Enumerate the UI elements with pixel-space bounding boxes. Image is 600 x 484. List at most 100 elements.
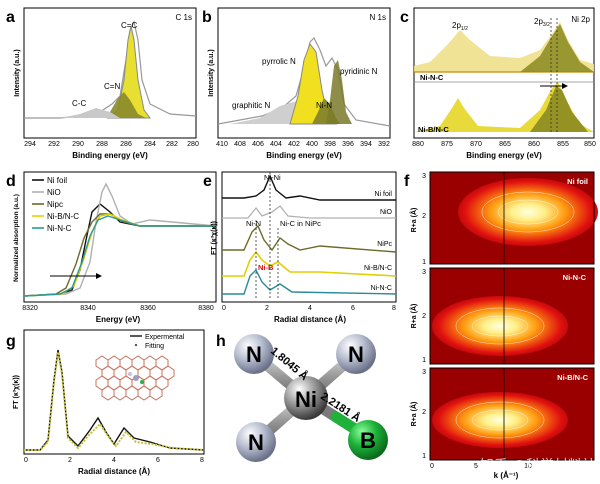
panel-b-tag: N 1s: [370, 13, 386, 22]
svg-text:Ni foil: Ni foil: [374, 191, 392, 198]
panel-c-xlabel: Binding energy (eV): [466, 151, 542, 160]
svg-text:400: 400: [306, 141, 318, 148]
svg-text:865: 865: [499, 141, 511, 148]
panel-f: Ni foil Ni-N-C Ni-B/N-C 3 2 1 3 2 1: [404, 171, 598, 480]
panel-f-xticks: 0 5 10: [430, 463, 532, 470]
panel-b-ticks: 410 408 406 404 402 400 398 396 394 392: [216, 141, 390, 148]
svg-text:406: 406: [252, 141, 264, 148]
svg-text:1: 1: [422, 357, 426, 364]
atom-ni: [284, 376, 328, 420]
panel-e-curve-labels: Ni foil NiO NiPc Ni-B/N-C Ni-N-C: [364, 191, 393, 292]
svg-text:2: 2: [422, 313, 426, 320]
svg-text:Ni-B/N-C: Ni-B/N-C: [364, 265, 392, 272]
watermark: 知乎 @科学材料站: [480, 457, 596, 473]
panel-d-legend: Ni foil NiO Nipc Ni-B/N-C Ni-N-C: [32, 176, 79, 233]
xanes-nio: [23, 182, 217, 297]
svg-text:Ni-N-C: Ni-N-C: [371, 285, 392, 292]
panel-g-legend: Expermental Fitting: [130, 334, 185, 350]
panel-g-ticks: 0 2 4 6 8: [24, 457, 204, 464]
panel-b-ylabel: Intensity (a.u.): [208, 49, 215, 96]
svg-text:2: 2: [422, 213, 426, 220]
wt-ylabel-3: R+a (Å): [409, 402, 418, 427]
svg-text:NiPc: NiPc: [377, 241, 392, 248]
panel-c-letter: c: [400, 9, 409, 26]
peak-label-cc: C=C: [121, 21, 137, 30]
panel-f-letter: f: [404, 173, 410, 190]
atom-n-1: [234, 334, 274, 374]
wt-ylabel-2: R+a (Å): [409, 304, 418, 329]
svg-text:8: 8: [392, 305, 396, 312]
panel-b-xlabel: Binding energy (eV): [266, 151, 342, 160]
panel-c: Ni 2p 2p1/2 2p3/2 Ni-N-C Ni-B/N-C 880 87…: [400, 7, 596, 160]
panel-d-xlabel: Energy (eV): [96, 315, 141, 324]
panel-e-ticks: 0 2 4 6 8: [222, 305, 396, 312]
svg-text:880: 880: [412, 141, 424, 148]
svg-text:0: 0: [222, 305, 226, 312]
svg-text:855: 855: [557, 141, 569, 148]
wt-map-nin-c: Ni-N-C: [429, 267, 595, 365]
svg-text:860: 860: [528, 141, 540, 148]
panel-c-ticks: 880 875 870 865 860 855 850: [412, 141, 596, 148]
svg-text:870: 870: [470, 141, 482, 148]
panel-d-ticks: 8320 8340 8360 8380: [22, 305, 214, 312]
panel-d-letter: d: [6, 173, 16, 190]
svg-text:1: 1: [422, 259, 426, 266]
atom-label-n-1: N: [246, 342, 262, 367]
atom-n-3: [236, 422, 276, 462]
svg-text:394: 394: [360, 141, 372, 148]
ft-nib-nc: [222, 250, 397, 277]
panel-d: Ni foil NiO Nipc Ni-B/N-C Ni-N-C 8320 83…: [6, 171, 217, 324]
svg-text:282: 282: [166, 141, 178, 148]
wt-label-nib-nc: Ni-B/N-C: [557, 373, 588, 382]
svg-text:290: 290: [72, 141, 84, 148]
c1s-peak-cn: [100, 92, 146, 118]
sample-label-nin-c: Ni-N-C: [420, 73, 444, 82]
svg-text:398: 398: [324, 141, 336, 148]
c1s-envelope: [24, 20, 197, 119]
svg-text:286: 286: [120, 141, 132, 148]
ann-ni-ni: Ni-Ni: [264, 173, 281, 182]
svg-text:3: 3: [422, 269, 426, 276]
svg-text:1: 1: [422, 453, 426, 460]
atom-label-ni: Ni: [295, 387, 317, 412]
peak-label-2p32: 2p3/2: [534, 17, 550, 28]
svg-text:2: 2: [68, 457, 72, 464]
peak-label-graphitic: graphitic N: [232, 101, 270, 110]
ft-nio: [222, 205, 396, 219]
c1s-peak-c-c: [60, 108, 120, 118]
panel-e-xlabel: Radial distance (Å): [274, 315, 346, 324]
peak-label-cn: C=N: [104, 82, 120, 91]
panel-g-ylabel: FT (κ³χ(κ)): [13, 375, 20, 409]
svg-text:3: 3: [422, 369, 426, 376]
atom-b: [348, 420, 388, 460]
panel-g-letter: g: [6, 333, 16, 350]
atom-label-b: B: [360, 428, 376, 453]
panel-f-xlabel: k (Å⁻¹): [494, 471, 519, 480]
svg-text:10: 10: [524, 463, 532, 470]
sample-label-nib-nc: Ni-B/N-C: [418, 125, 449, 134]
legend-fitting: Fitting: [145, 343, 164, 350]
svg-text:8320: 8320: [22, 305, 38, 312]
peak-label-pyrrolic: pyrrolic N: [262, 57, 296, 66]
panel-a-ylabel: Intensity (a.u.): [14, 49, 21, 96]
svg-text:6: 6: [156, 457, 160, 464]
panel-b-letter: b: [202, 9, 212, 26]
svg-text:2: 2: [265, 305, 269, 312]
svg-text:402: 402: [288, 141, 300, 148]
ft-nin-c: [222, 268, 397, 295]
svg-text:NiO: NiO: [380, 209, 393, 216]
svg-text:5: 5: [474, 463, 478, 470]
xanes-nin-c: [23, 215, 216, 297]
svg-text:3: 3: [422, 173, 426, 180]
svg-text:6: 6: [351, 305, 355, 312]
svg-text:8360: 8360: [140, 305, 156, 312]
ann-ni-b: Ni-B: [258, 263, 274, 272]
ft-nipc: [222, 224, 397, 253]
svg-text:392: 392: [378, 141, 390, 148]
svg-text:4: 4: [308, 305, 312, 312]
svg-text:284: 284: [144, 141, 156, 148]
wt-map-nib-nc: Ni-B/N-C: [429, 367, 595, 461]
panel-c-tag: Ni 2p: [571, 15, 590, 24]
svg-text:0: 0: [24, 457, 28, 464]
